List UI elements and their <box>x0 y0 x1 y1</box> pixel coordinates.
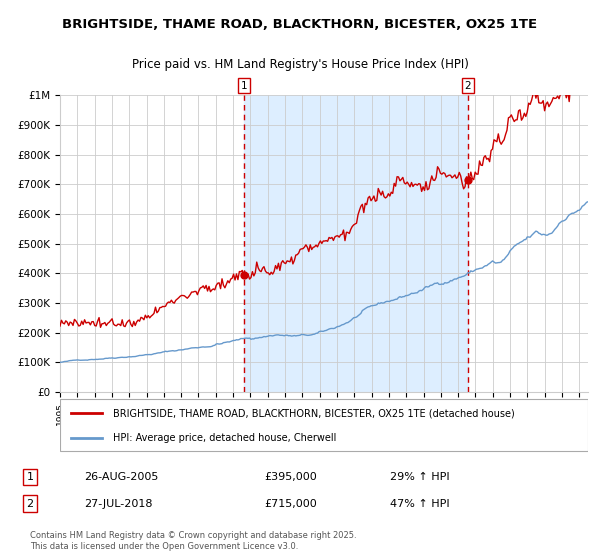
Text: £395,000: £395,000 <box>264 472 317 482</box>
Text: 47% ↑ HPI: 47% ↑ HPI <box>390 498 449 508</box>
Text: £715,000: £715,000 <box>264 498 317 508</box>
Text: 1: 1 <box>241 81 248 91</box>
Text: 1: 1 <box>26 472 34 482</box>
Text: HPI: Average price, detached house, Cherwell: HPI: Average price, detached house, Cher… <box>113 433 336 443</box>
Text: Contains HM Land Registry data © Crown copyright and database right 2025.
This d: Contains HM Land Registry data © Crown c… <box>30 531 356 550</box>
Text: 27-JUL-2018: 27-JUL-2018 <box>84 498 152 508</box>
Text: 2: 2 <box>464 81 471 91</box>
Text: BRIGHTSIDE, THAME ROAD, BLACKTHORN, BICESTER, OX25 1TE (detached house): BRIGHTSIDE, THAME ROAD, BLACKTHORN, BICE… <box>113 408 515 418</box>
Text: BRIGHTSIDE, THAME ROAD, BLACKTHORN, BICESTER, OX25 1TE: BRIGHTSIDE, THAME ROAD, BLACKTHORN, BICE… <box>62 18 538 31</box>
Text: 2: 2 <box>26 498 34 508</box>
Text: Price paid vs. HM Land Registry's House Price Index (HPI): Price paid vs. HM Land Registry's House … <box>131 58 469 71</box>
Bar <box>244 95 468 392</box>
Text: 26-AUG-2005: 26-AUG-2005 <box>84 472 158 482</box>
Text: 29% ↑ HPI: 29% ↑ HPI <box>390 472 449 482</box>
